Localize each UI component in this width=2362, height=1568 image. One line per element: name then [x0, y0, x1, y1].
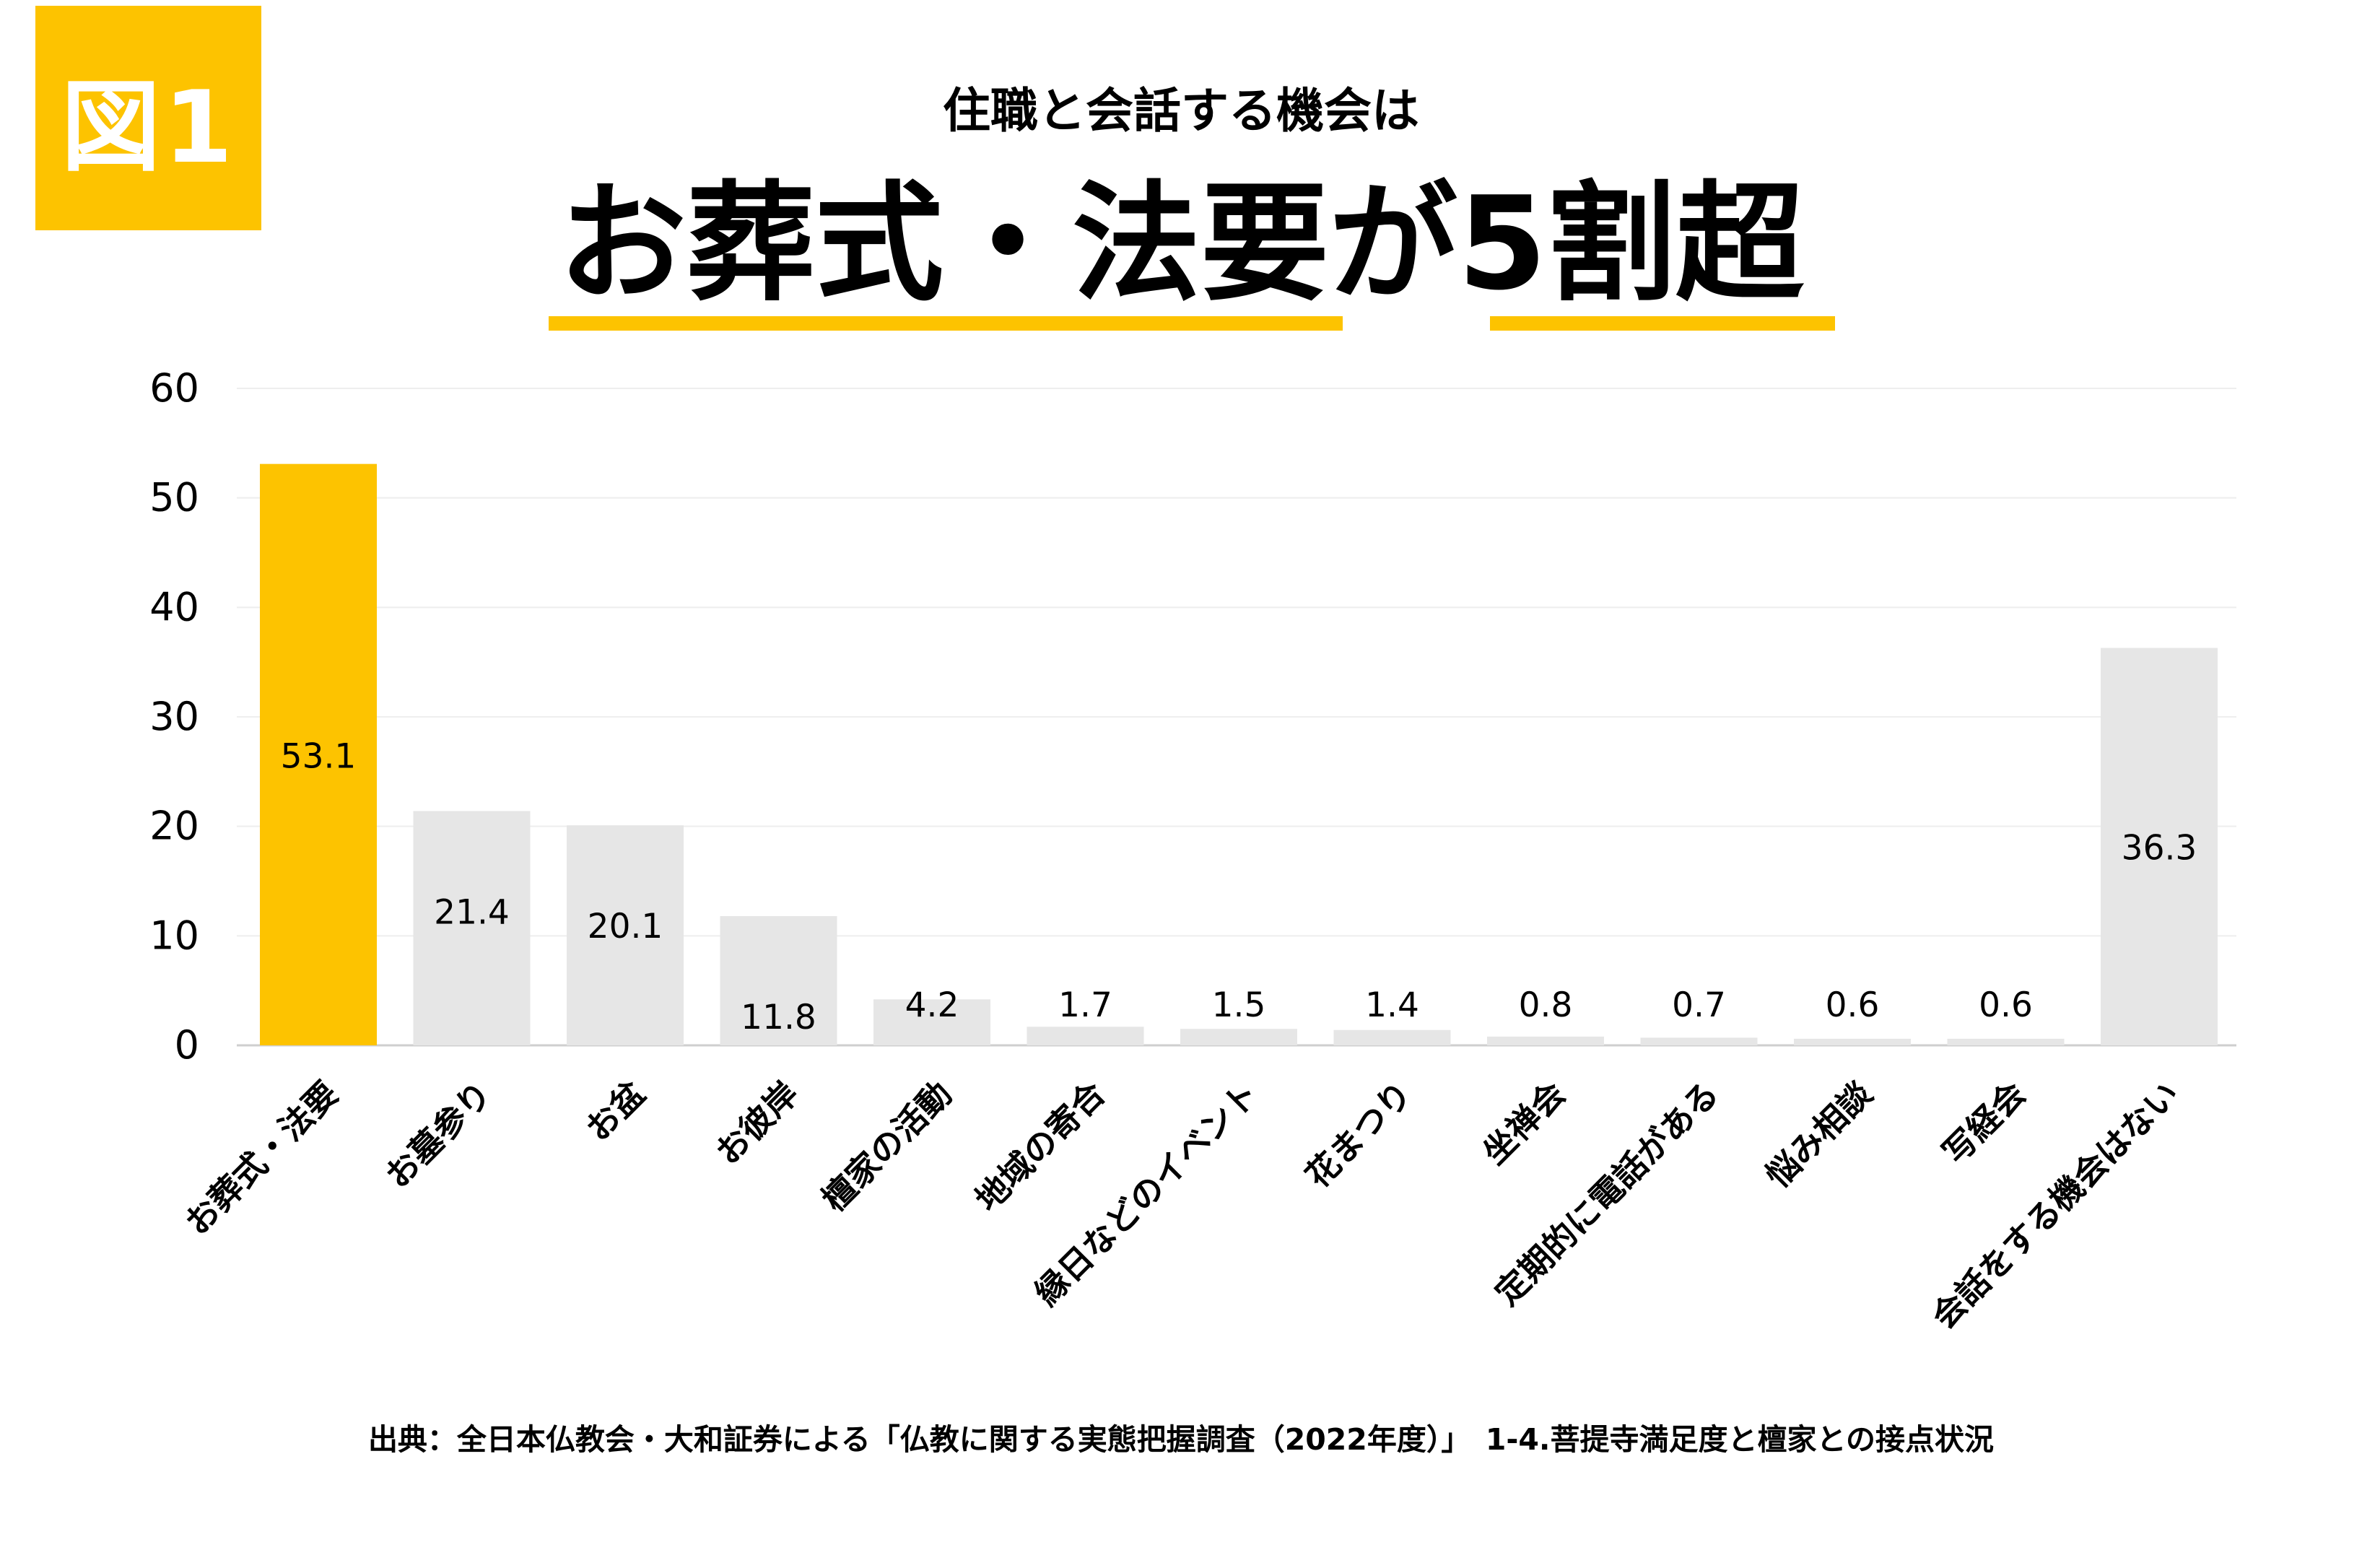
y-tick-label: 10 [149, 913, 199, 958]
x-tick-label: お葬式・法要 [177, 1074, 345, 1242]
chart-headline: お葬式・法要が5割超 [558, 169, 1804, 318]
data-label: 53.1 [281, 736, 357, 776]
chart-subtitle: 住職と会話する機会は [943, 83, 1419, 139]
figure-badge: 図1 [35, 6, 261, 230]
y-tick-label: 20 [149, 803, 199, 849]
bar [1794, 1038, 1911, 1045]
y-tick-label: 30 [149, 694, 199, 739]
bar [1640, 1037, 1758, 1045]
bar [567, 825, 684, 1045]
bar [1180, 1029, 1297, 1045]
data-label: 11.8 [741, 998, 816, 1037]
data-label: 0.6 [1979, 985, 2033, 1025]
data-label: 0.7 [1672, 985, 1726, 1025]
data-label: 36.3 [2122, 829, 2197, 868]
bar [260, 463, 377, 1045]
x-tick-label: 悩み相談 [1758, 1074, 1879, 1195]
data-label: 20.1 [588, 907, 663, 946]
data-label: 4.2 [905, 985, 959, 1025]
data-label: 1.7 [1058, 985, 1112, 1025]
headline-underline-left [549, 316, 1343, 331]
bar [720, 916, 837, 1045]
headline-underline-right [1490, 316, 1835, 331]
x-tick-label: 会話をする機会はない [1924, 1074, 2186, 1336]
x-tick-label: 写経会 [1935, 1074, 2034, 1172]
y-tick-label: 50 [149, 475, 199, 521]
bar [873, 999, 990, 1045]
data-label: 1.5 [1212, 985, 1266, 1025]
y-tick-label: 0 [175, 1022, 199, 1068]
x-tick-label: お盆 [578, 1074, 653, 1149]
x-tick-label: 坐禅会 [1475, 1074, 1573, 1172]
source-note: 出典：全日本仏教会・大和証券による「仏教に関する実態把握調査（2022年度）」 … [367, 1422, 1995, 1457]
bar [1487, 1036, 1604, 1045]
data-label: 1.4 [1365, 985, 1419, 1025]
data-label: 21.4 [434, 892, 510, 932]
bar-chart: 0 10 20 30 40 50 60 53.1 お葬式・法要 21.4 お墓参り 20.1 お盆 11.… [149, 365, 2236, 1336]
y-tick-label: 60 [149, 365, 199, 411]
bar [1027, 1027, 1144, 1045]
x-tick-label: お彼岸 [708, 1074, 806, 1172]
y-tick-label: 40 [149, 584, 199, 630]
x-tick-label: お墓参り [378, 1074, 499, 1195]
bar [2101, 648, 2218, 1045]
data-label: 0.8 [1519, 985, 1573, 1025]
bar [1333, 1029, 1451, 1045]
data-label: 0.6 [1826, 985, 1880, 1025]
figure-badge-label: 図1 [61, 69, 236, 186]
x-tick-label: 花まつり [1298, 1074, 1419, 1195]
x-tick-label: 檀家の活動 [814, 1074, 959, 1219]
bar [413, 811, 531, 1045]
x-tick-label: 地域の寄合 [967, 1074, 1112, 1219]
bar [1947, 1038, 2065, 1045]
